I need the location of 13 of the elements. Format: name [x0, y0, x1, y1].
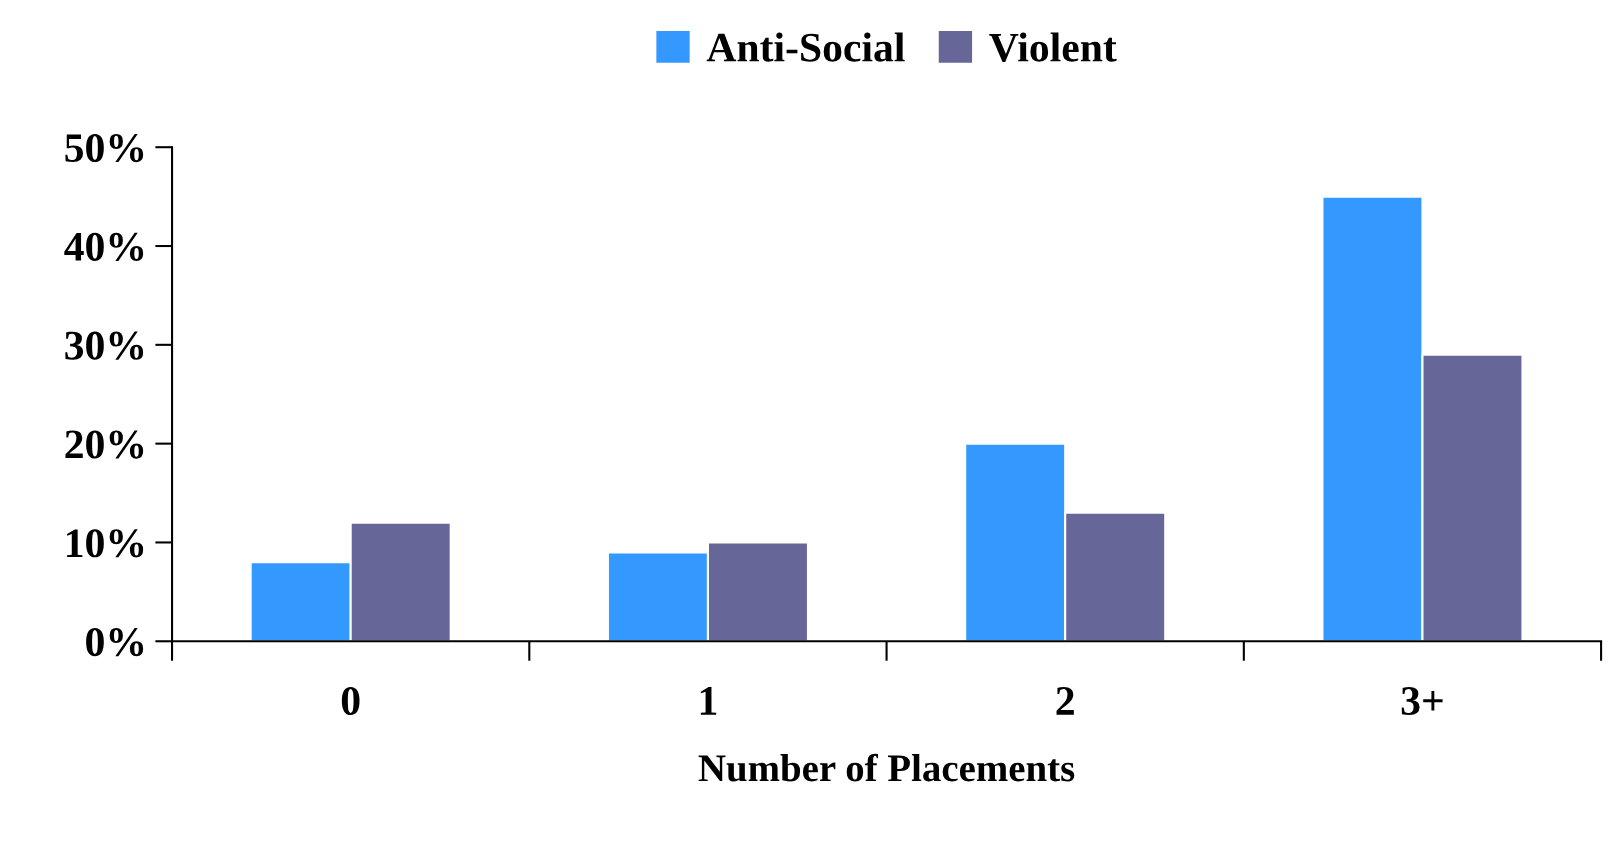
y-tick-label: 30% [65, 331, 144, 360]
y-tick-label: 10% [67, 529, 144, 558]
x-tick-label: 2 [1056, 687, 1074, 715]
x-tick-label: 0 [341, 686, 360, 716]
x-tick-label: 3+ [1401, 687, 1443, 716]
y-tick-label: 40% [64, 232, 144, 262]
x-tick-label: 1 [700, 687, 717, 715]
y-tick-label: 0% [86, 628, 144, 657]
legend-label: Violent [989, 32, 1117, 62]
y-tick-label: 20% [65, 430, 144, 459]
y-tick-label: 50% [65, 133, 144, 163]
legend-label: Anti-Social [706, 32, 905, 62]
x-axis-title: Number of Placements [698, 753, 1075, 782]
